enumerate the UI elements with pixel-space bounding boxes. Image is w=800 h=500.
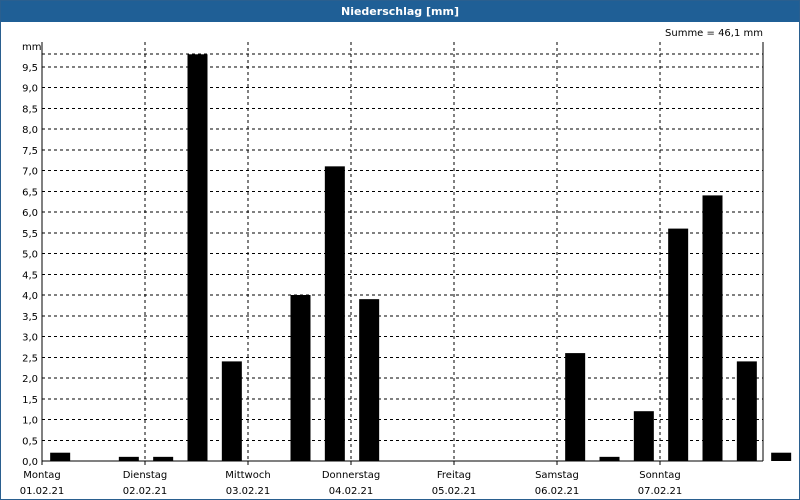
bar <box>290 295 311 461</box>
bar <box>324 166 345 461</box>
bar <box>153 456 174 461</box>
bar <box>187 54 208 462</box>
y-tick-label: 7,0 <box>22 167 38 178</box>
x-tick-day: Freitag <box>437 470 471 481</box>
x-tick-day: Sonntag <box>639 470 681 481</box>
x-tick-date: 01.02.21 <box>20 486 65 497</box>
bar <box>702 195 723 461</box>
y-tick-label: 9,5 <box>22 63 38 74</box>
y-tick-label: 0,5 <box>22 436 38 447</box>
bar <box>633 411 654 461</box>
y-tick-label: 1,5 <box>22 395 38 406</box>
y-tick-label: 6,0 <box>22 208 38 219</box>
bar <box>771 452 792 461</box>
x-tick-date: 05.02.21 <box>432 486 477 497</box>
chart-title: Niederschlag [mm] <box>1 1 799 22</box>
x-tick-date: 02.02.21 <box>123 486 168 497</box>
y-tick-label: 6,5 <box>22 187 38 198</box>
bar <box>668 228 689 461</box>
y-tick-label: 9,0 <box>22 84 38 95</box>
y-tick-label: 5,5 <box>22 229 38 240</box>
x-tick-date: 07.02.21 <box>638 486 683 497</box>
x-tick-date: 03.02.21 <box>226 486 271 497</box>
bar <box>221 361 242 461</box>
y-tick-label: 0,0 <box>22 457 38 468</box>
y-tick-label: 7,5 <box>22 146 38 157</box>
y-tick-label: 3,0 <box>22 333 38 344</box>
y-tick-label: 8,5 <box>22 104 38 115</box>
y-tick-label: 4,0 <box>22 291 38 302</box>
x-tick-day: Donnerstag <box>322 470 380 481</box>
y-tick-label: 2,0 <box>22 374 38 385</box>
y-tick-label: 2,5 <box>22 353 38 364</box>
total-summary: Summe = 46,1 mm <box>665 28 763 39</box>
y-tick-label: 4,5 <box>22 270 38 281</box>
y-axis-unit: mm <box>22 42 41 53</box>
bar <box>359 299 380 461</box>
bar <box>565 353 586 461</box>
y-tick-label: 3,5 <box>22 312 38 323</box>
bar <box>736 361 757 461</box>
x-tick-day: Dienstag <box>123 470 168 481</box>
x-tick-day: Montag <box>23 470 60 481</box>
bar <box>118 456 139 461</box>
y-tick-label: 8,0 <box>22 125 38 136</box>
x-tick-day: Mittwoch <box>225 470 270 481</box>
x-tick-date: 04.02.21 <box>329 486 374 497</box>
bar <box>50 452 71 461</box>
x-tick-day: Samstag <box>535 470 579 481</box>
bar <box>599 456 620 461</box>
y-tick-label: 1,0 <box>22 416 38 427</box>
y-tick-label: 5,0 <box>22 250 38 261</box>
x-tick-date: 06.02.21 <box>535 486 580 497</box>
